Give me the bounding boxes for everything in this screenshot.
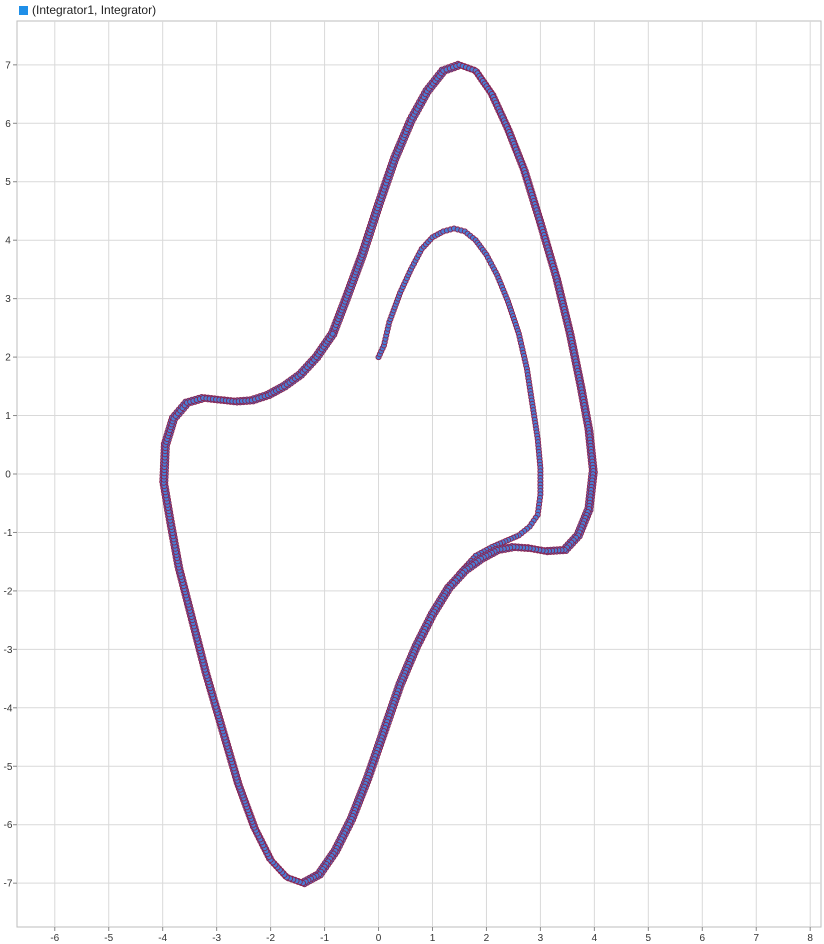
y-tick-label: 2 [5, 353, 11, 364]
legend-label[interactable]: (Integrator1, Integrator) [32, 3, 157, 17]
x-tick-label: 5 [646, 933, 652, 944]
y-tick-label: -6 [4, 820, 13, 831]
data-marks [159, 60, 598, 888]
x-tick-label: 4 [592, 933, 598, 944]
y-tick-label: 5 [5, 177, 11, 188]
x-tick-label: 1 [430, 933, 436, 944]
x-tick-label: -6 [50, 933, 59, 944]
y-tick-label: -4 [4, 703, 13, 714]
y-tick-label: 4 [5, 236, 11, 247]
y-tick-label: 6 [5, 119, 11, 130]
x-tick-label: 2 [484, 933, 490, 944]
x-axis-ticks: -6 -5 -4 -3 -2 -1 0 1 2 3 4 5 6 7 8 [50, 927, 813, 944]
x-tick-label: -1 [320, 933, 329, 944]
y-axis-ticks: -7 -6 -5 -4 -3 -2 -1 0 1 2 3 4 5 6 7 [4, 60, 17, 890]
x-tick-label: 6 [700, 933, 706, 944]
legend-swatch-icon [19, 5, 28, 15]
legend: (Integrator1, Integrator) [0, 0, 824, 20]
y-tick-label: 1 [5, 411, 11, 422]
y-tick-label: -3 [4, 645, 13, 656]
x-tick-label: -2 [266, 933, 275, 944]
x-tick-label: 7 [753, 933, 759, 944]
y-tick-label: 3 [5, 294, 11, 305]
y-tick-label: 0 [5, 470, 11, 481]
y-tick-label: -7 [4, 879, 13, 890]
x-tick-label: -5 [104, 933, 113, 944]
y-tick-label: -1 [4, 528, 13, 539]
y-tick-label: 7 [5, 60, 11, 71]
y-tick-label: -2 [4, 586, 13, 597]
grid [17, 21, 821, 927]
x-tick-label: -4 [158, 933, 167, 944]
y-tick-label: -5 [4, 762, 13, 773]
x-tick-label: 0 [376, 933, 382, 944]
x-tick-label: -3 [212, 933, 221, 944]
x-tick-label: 3 [538, 933, 544, 944]
limit-cycle-point [329, 330, 336, 337]
x-tick-label: 8 [807, 933, 813, 944]
